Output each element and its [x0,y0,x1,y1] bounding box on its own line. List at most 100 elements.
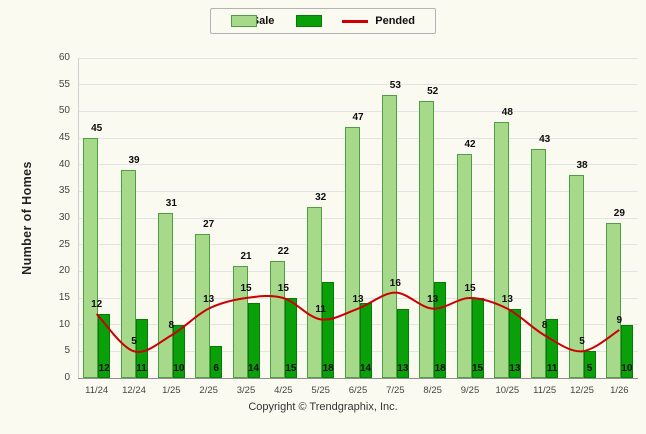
y-axis-line [78,58,79,378]
y-tick-label: 35 [58,185,70,197]
pended-value-label: 15 [240,283,252,294]
sold-value-label: 14 [247,363,260,374]
sold-value-label: 5 [586,363,593,374]
y-tick-label: 55 [58,78,70,90]
y-tick-label: 20 [58,265,70,277]
y-tick-label: 15 [58,292,70,303]
x-tick-label: 1/25 [162,385,181,396]
bar-for-sale [269,260,285,378]
x-tick-label: 1/26 [610,385,629,396]
copyright-text: Copyright © Trendgraphix, Inc. [248,401,398,413]
x-tick-label: 6/25 [348,385,368,396]
sold-value-label: 15 [471,363,484,374]
y-tick-label: 0 [64,372,70,383]
bar-for-sale [493,122,509,378]
sold-value-label: 13 [397,363,409,374]
for-sale-value-label: 42 [464,139,476,150]
gridline [78,57,638,59]
pended-value-label: 5 [579,336,585,348]
pended-value-label: 13 [352,293,364,305]
x-tick-label: 4/25 [274,385,293,396]
for-sale-value-label: 27 [203,219,215,230]
x-tick-label: 2/25 [199,385,218,396]
legend-item-pended: Pended [342,15,415,27]
y-tick-label: 45 [58,132,70,143]
y-tick-label: 30 [58,212,70,223]
x-tick-label: 12/24 [122,385,146,396]
x-tick-label: 11/24 [85,385,109,396]
bar-for-sale [157,212,173,378]
y-tick-label: 10 [58,318,70,330]
for-sale-value-label: 45 [91,123,103,134]
for-sale-value-label: 47 [352,112,364,124]
bar-for-sale [344,127,360,378]
sold-value-label: 15 [285,363,297,374]
for-sale-value-label: 32 [315,192,327,204]
for-sale-value-label: 52 [427,85,439,97]
for-sale-value-label: 22 [277,245,289,257]
bar-sold [620,324,633,378]
x-tick-label: 5/25 [311,385,330,396]
for-sale-value-label: 21 [240,251,252,262]
pended-value-label: 11 [315,304,326,316]
pended-value-label: 12 [91,299,103,310]
legend-bar-swatch [296,15,323,27]
bar-for-sale [568,175,584,378]
for-sale-value-label: 38 [576,160,588,172]
legend-item-for-sale: For Sale [231,15,274,27]
x-tick-label: 3/25 [236,385,256,396]
pended-value-label: 13 [501,293,513,305]
pended-value-label: 13 [203,293,215,305]
for-sale-value-label: 53 [389,80,401,92]
y-tick-label: 50 [58,105,70,117]
for-sale-value-label: 43 [539,133,551,145]
x-axis-line [78,378,638,379]
gridline [78,110,638,112]
sold-value-label: 18 [434,363,446,374]
bar-for-sale [381,95,397,378]
bar-for-sale [456,154,472,378]
x-tick-label: 12/25 [570,385,594,396]
x-tick-label: 11/25 [533,385,557,396]
for-sale-value-label: 31 [165,197,177,209]
sold-value-label: 11 [546,363,558,374]
y-tick-label: 25 [58,238,70,250]
pended-value-label: 13 [427,293,439,305]
gridline [78,84,638,86]
sold-value-label: 11 [136,363,147,374]
legend-item-sold: Sold [296,15,323,27]
sold-value-label: 10 [621,363,633,374]
y-tick-label: 40 [58,158,70,170]
x-tick-label: 8/25 [423,385,442,396]
pended-value-label: 8 [541,320,548,332]
sold-value-label: 14 [359,363,372,374]
pended-value-label: 5 [131,336,137,348]
sold-value-label: 12 [98,363,110,374]
pended-value-label: 8 [168,320,175,332]
for-sale-value-label: 39 [128,155,140,166]
bar-for-sale [419,100,435,378]
pended-value-label: 9 [616,315,623,326]
pended-value-label: 16 [389,277,401,289]
pended-value-label: 15 [464,283,476,294]
for-sale-value-label: 48 [501,107,513,118]
bar-for-sale [307,207,323,378]
sold-value-label: 10 [173,363,185,374]
bar-for-sale [605,223,621,378]
bar-for-sale [83,138,99,378]
x-tick-label: 9/25 [460,385,480,396]
x-tick-label: 7/25 [386,385,405,396]
pended-value-label: 15 [277,283,289,294]
bar-for-sale [531,148,547,378]
sold-value-label: 13 [509,363,521,374]
legend: For Sale Sold Pended [210,8,436,34]
x-tick-label: 10/25 [495,385,520,396]
for-sale-value-label: 29 [613,208,625,220]
bar-for-sale [195,234,211,378]
y-tick-label: 60 [58,52,70,63]
legend-label: Pended [375,15,415,27]
y-tick-label: 5 [64,345,70,357]
sold-value-label: 18 [322,363,334,374]
